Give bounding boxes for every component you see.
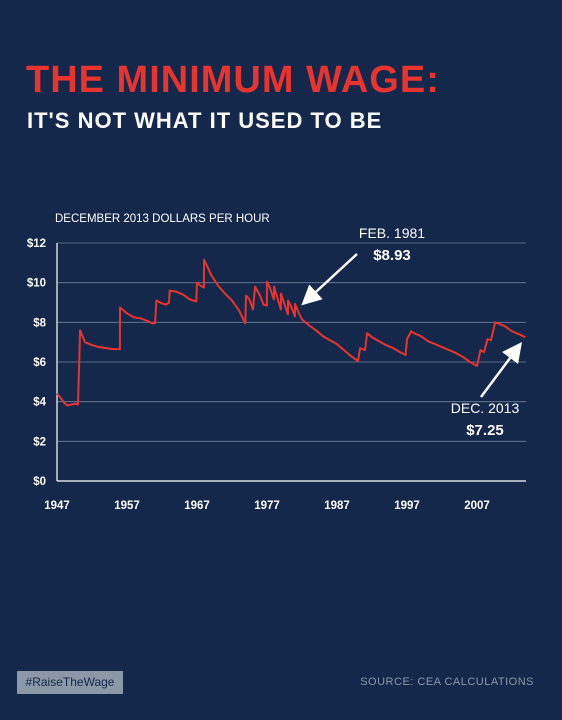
annotation-value: $8.93 xyxy=(373,247,411,264)
x-tick-label: 2007 xyxy=(464,500,490,512)
x-tick-label: 1977 xyxy=(254,500,280,512)
page-subtitle: IT'S NOT WHAT IT USED TO BE xyxy=(27,108,383,133)
y-tick-labels: $0 $2 $4 $6 $8 $10 $12 xyxy=(27,238,47,488)
annotation-arrow xyxy=(301,253,358,306)
x-tick-label: 1947 xyxy=(44,500,70,512)
annotation-date: DEC. 2013 xyxy=(451,400,520,416)
x-tick-label: 1967 xyxy=(184,500,210,512)
annotation-date: FEB. 1981 xyxy=(359,225,425,241)
annotation: DEC. 2013 $7.25 xyxy=(451,341,522,439)
annotation-value: $7.25 xyxy=(466,422,504,439)
source-note: SOURCE: CEA CALCULATIONS xyxy=(360,676,534,688)
x-tick-label: 1987 xyxy=(324,500,350,512)
y-tick-label: $2 xyxy=(33,436,46,448)
y-axis-label: DECEMBER 2013 DOLLARS PER HOUR xyxy=(55,213,270,225)
chart-grid xyxy=(56,242,526,482)
x-tick-label: 1957 xyxy=(114,500,140,512)
y-tick-label: $8 xyxy=(33,317,46,329)
y-tick-label: $6 xyxy=(33,357,46,369)
y-tick-label: $0 xyxy=(33,476,46,488)
y-tick-label: $12 xyxy=(27,238,46,250)
annotation: FEB. 1981 $8.93 xyxy=(301,225,425,306)
y-tick-label: $4 xyxy=(33,397,46,409)
annotation-arrow xyxy=(479,341,522,398)
chart-annotations: FEB. 1981 $8.93 DEC. 2013 $7.25 xyxy=(301,225,522,439)
minimum-wage-series-line xyxy=(56,258,526,407)
x-tick-label: 1997 xyxy=(394,500,420,512)
page-title: THE MINIMUM WAGE: xyxy=(26,59,440,101)
hashtag-badge: #RaiseTheWage xyxy=(17,671,123,694)
x-tick-labels: 1947 1957 1967 1977 1987 1997 2007 xyxy=(44,500,490,512)
y-tick-label: $10 xyxy=(27,278,46,290)
